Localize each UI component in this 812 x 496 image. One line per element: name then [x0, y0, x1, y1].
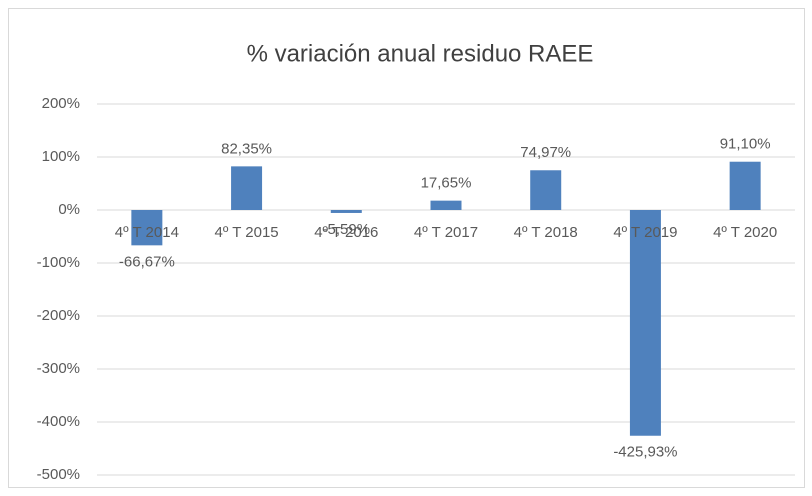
y-tick-label: -400%	[37, 413, 80, 430]
data-label: -5,59%	[323, 221, 371, 238]
bar	[131, 210, 163, 246]
x-tick-label: 4º T 2019	[613, 224, 677, 241]
y-tick-label: 0%	[58, 201, 80, 218]
x-tick-label: 4º T 2014	[115, 224, 179, 241]
bar	[629, 210, 661, 436]
data-label: 82,35%	[221, 140, 272, 157]
y-tick-label: 100%	[42, 148, 80, 165]
x-tick-label: 4º T 2020	[713, 224, 777, 241]
x-tick-label: 4º T 2016	[314, 224, 378, 241]
data-label: 17,65%	[421, 175, 472, 192]
y-tick-label: 200%	[42, 95, 80, 112]
y-tick-label: -200%	[37, 307, 80, 324]
chart-title: % variación anual residuo RAEE	[247, 40, 594, 67]
data-label: -425,93%	[613, 444, 677, 461]
chart-frame	[8, 8, 805, 488]
x-tick-label: 4º T 2017	[414, 224, 478, 241]
x-tick-label: 4º T 2015	[214, 224, 278, 241]
data-label: -66,67%	[119, 253, 175, 270]
data-label: 74,97%	[520, 144, 571, 161]
y-tick-label: -300%	[37, 360, 80, 377]
bar	[530, 170, 562, 210]
y-tick-label: -500%	[37, 466, 80, 483]
data-label: 91,10%	[720, 136, 771, 153]
y-tick-label: -100%	[37, 254, 80, 271]
x-tick-label: 4º T 2018	[514, 224, 578, 241]
bar	[330, 210, 362, 213]
bar	[430, 200, 462, 210]
bar	[729, 161, 761, 210]
bar	[231, 166, 263, 210]
